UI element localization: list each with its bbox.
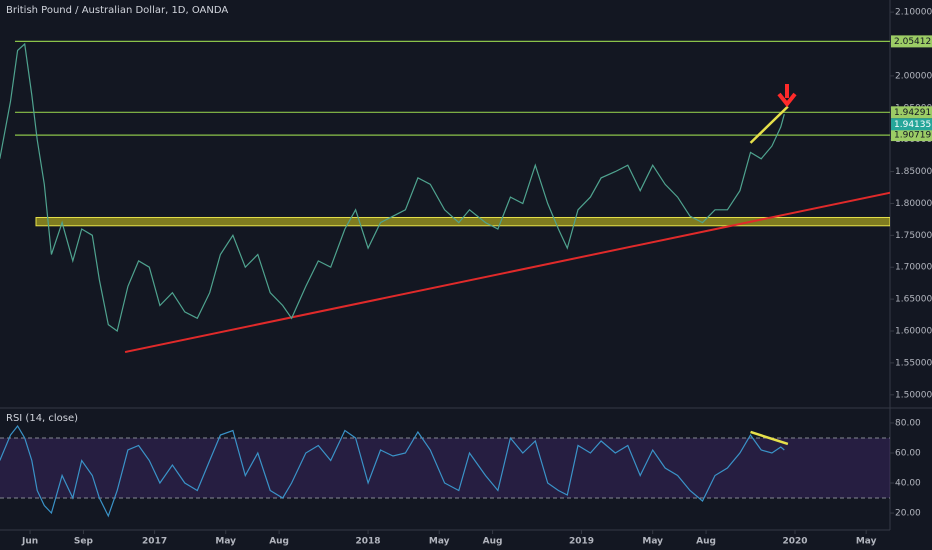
highlight-line — [750, 430, 789, 446]
y-tick-label: 1.50000 — [895, 390, 932, 400]
pane — [0, 40, 890, 354]
rsi-title: RSI (14, close) — [6, 413, 78, 424]
x-tick-label: Sep — [74, 537, 94, 547]
highlight-line — [749, 105, 789, 144]
level-tag — [891, 35, 932, 48]
x-tick-label: 2019 — [569, 537, 594, 547]
y-tick-label: 1.55000 — [895, 358, 932, 368]
last-price-tag — [891, 118, 932, 131]
x-tick-label: 2017 — [142, 537, 167, 547]
y-tick-label: 1.75000 — [895, 231, 932, 241]
x-tick-label: Aug — [696, 537, 716, 547]
y-tick-label: 2.10000 — [895, 8, 932, 18]
y-tick-label: 80.00 — [895, 418, 921, 428]
y-tick-label: 20.00 — [895, 509, 921, 519]
x-tick-label: 2020 — [782, 537, 807, 547]
y-tick-label: 1.65000 — [895, 295, 932, 305]
x-tick-label: May — [429, 537, 450, 547]
y-tick-label: 60.00 — [895, 448, 921, 458]
level-tag — [891, 129, 932, 142]
chart-title: British Pound / Australian Dollar, 1D, O… — [6, 5, 228, 16]
series-line — [0, 424, 785, 518]
level-tag-label: 1.90719 — [894, 131, 931, 141]
x-tick-label: May — [642, 537, 663, 547]
x-tick-label: May — [856, 537, 877, 547]
y-tick-label: 1.80000 — [895, 199, 932, 209]
x-tick-label: Aug — [483, 537, 503, 547]
series-line — [0, 42, 785, 333]
level-tag-label: 1.94291 — [894, 108, 931, 118]
last-price-label: 1.94135 — [894, 120, 931, 130]
trendline — [124, 191, 890, 354]
y-tick-label: 2.00000 — [895, 71, 932, 81]
level-tag — [891, 106, 932, 119]
level-tag-label: 2.05412 — [894, 37, 931, 47]
x-tick-label: May — [215, 537, 236, 547]
y-tick-label: 1.85000 — [895, 167, 932, 177]
y-tick-label: 1.60000 — [895, 327, 932, 337]
down-arrow — [777, 84, 797, 108]
y-tick-label: 1.70000 — [895, 263, 932, 273]
x-tick-label: Aug — [269, 537, 289, 547]
x-tick-label: 2018 — [356, 537, 381, 547]
rsi-band — [0, 437, 890, 499]
pane — [0, 424, 890, 518]
x-tick-label: Jun — [21, 537, 38, 547]
y-tick-label: 40.00 — [895, 479, 921, 489]
